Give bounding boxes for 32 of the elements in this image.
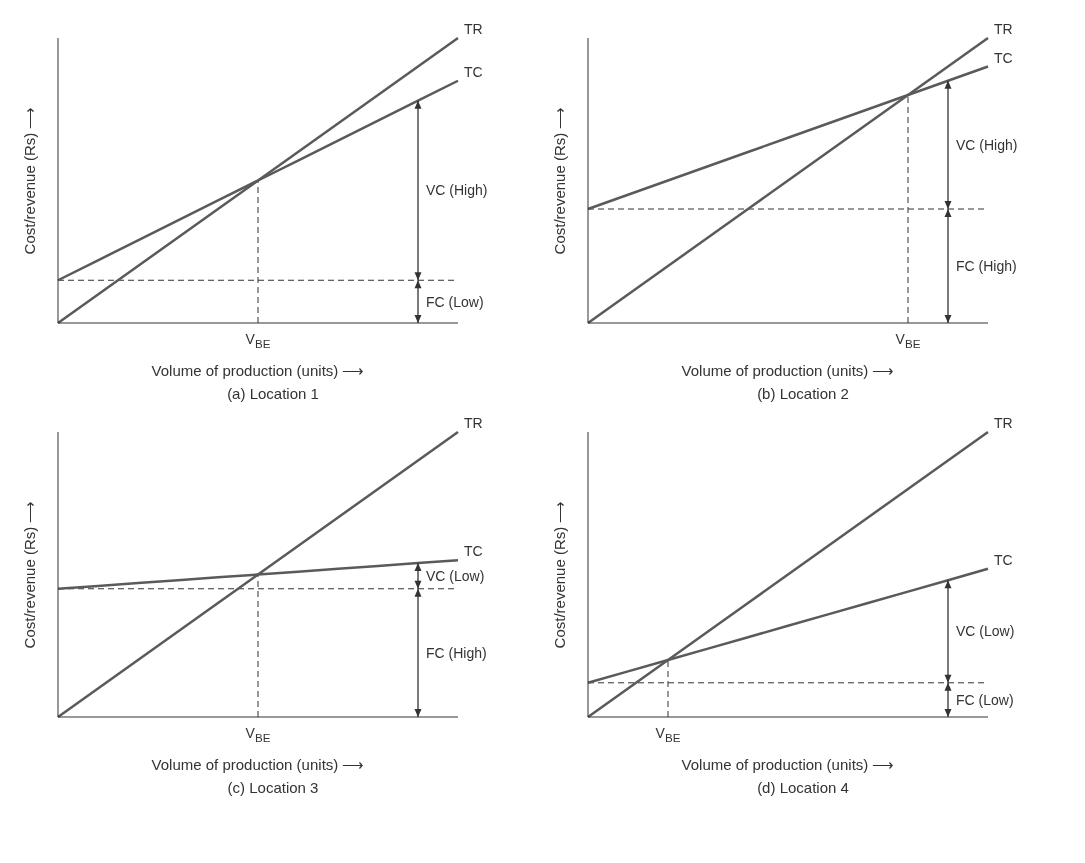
x-axis-title: Volume of production (units) ⟶ (681, 362, 895, 379)
text: V$_{BE}$ (654, 724, 682, 746)
x-axis-title: Volume of production (units) ⟶ (681, 756, 895, 773)
annotation: FC (Low) (956, 691, 1014, 708)
series-label: TR (464, 415, 483, 431)
series-label: TR (994, 415, 1013, 431)
x-axis-title: Volume of production (units) ⟶ (151, 756, 365, 773)
annotation: VC (Low) (956, 623, 1015, 640)
y-axis-title: Cost/revenue (Rs) ⟶ (21, 106, 39, 255)
y-axis-title: Cost/revenue (Rs) ⟶ (551, 106, 569, 255)
series-label: TC (994, 551, 1013, 568)
text: (a) Location 1 (226, 385, 320, 402)
text: (b) Location 2 (756, 385, 850, 402)
series-label: TC (464, 63, 483, 80)
y-axis-title: Cost/revenue (Rs) ⟶ (21, 500, 39, 649)
x-axis-title: Volume of production (units) ⟶ (151, 362, 365, 379)
y-axis-title: Cost/revenue (Rs) ⟶ (551, 500, 569, 649)
series-label: TR (464, 21, 483, 37)
annotation: VC (High) (956, 136, 1018, 153)
series-label: TC (994, 49, 1013, 66)
series-label: TR (994, 21, 1013, 37)
annotation: FC (High) (956, 257, 1017, 274)
annotation: FC (Low) (426, 293, 484, 310)
text: V$_{BE}$ (894, 330, 922, 352)
text: (d) Location 4 (756, 779, 850, 796)
series-label: TC (464, 543, 483, 560)
annotation: VC (Low) (426, 567, 485, 584)
text: V$_{BE}$ (244, 724, 272, 746)
text: V$_{BE}$ (244, 330, 272, 352)
annotation: VC (High) (426, 182, 488, 199)
annotation: FC (High) (426, 644, 487, 661)
text: (c) Location 3 (226, 779, 320, 796)
